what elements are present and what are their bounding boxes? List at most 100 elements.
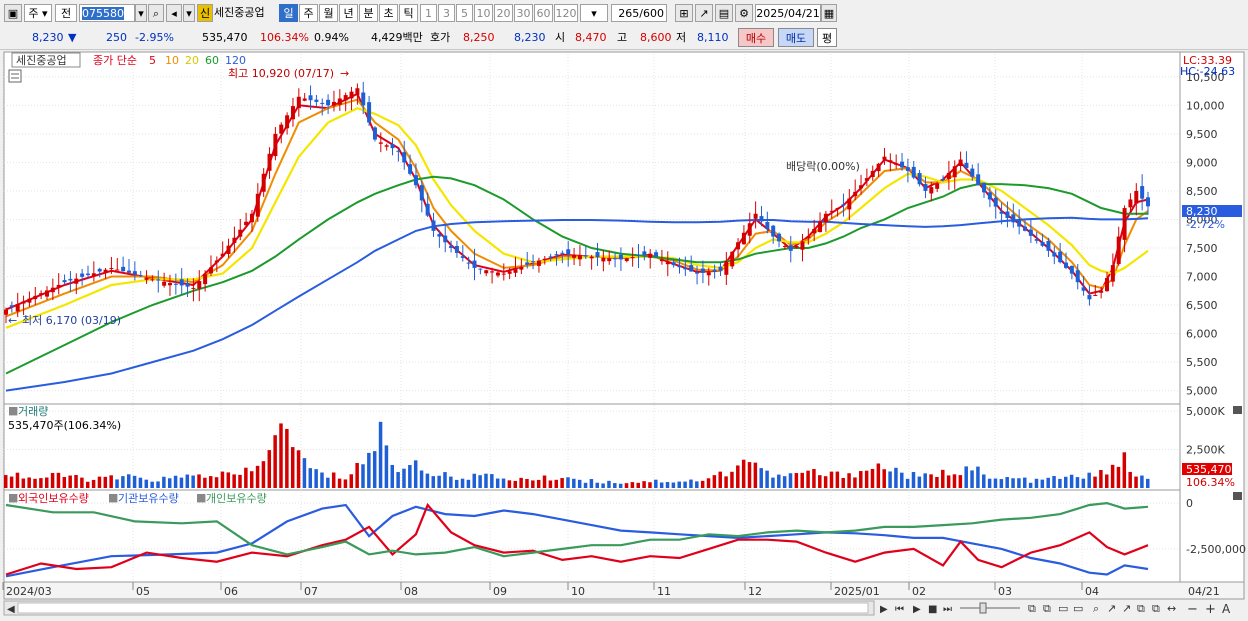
pan-icon[interactable]: ↔ [1167, 602, 1176, 615]
buy-button[interactable]: 매수 [738, 28, 774, 47]
layout-icon-2[interactable]: ⧉ [1043, 602, 1051, 615]
period-day[interactable]: 일 [279, 4, 298, 22]
volume-bar [62, 477, 67, 488]
period-minute[interactable]: 분 [359, 4, 378, 22]
candle-body [308, 95, 313, 101]
draw-icon[interactable]: ↗ [1107, 602, 1116, 615]
legend-price-label: 종가 단순 [93, 54, 137, 67]
candles [4, 81, 1150, 324]
candle-body [976, 174, 981, 186]
sell-button[interactable]: 매도 [778, 28, 814, 47]
layout-icon-1[interactable]: ⧉ [1028, 602, 1036, 615]
price-panel[interactable] [3, 51, 1181, 405]
interval-1[interactable]: 1 [420, 4, 437, 22]
volume-bar [261, 461, 266, 488]
volume-panel-close-icon[interactable] [1233, 406, 1242, 414]
volume-panel[interactable] [3, 403, 1181, 491]
interval-120[interactable]: 120 [554, 4, 578, 22]
period-month[interactable]: 월 [319, 4, 338, 22]
high-label: 고 [617, 31, 628, 44]
window-menu-icon[interactable]: ▣ [4, 4, 22, 22]
volume-ratio: 106.34% [260, 31, 309, 44]
market-select[interactable]: 주 ▾ [24, 4, 52, 22]
volume-bar [390, 464, 395, 488]
date-input[interactable]: 2025/04/21 [755, 4, 821, 22]
candle-body [870, 170, 875, 178]
stock-chart[interactable]: 10,50010,0009,5009,0008,5008,0007,5007,0… [0, 50, 1248, 621]
scroll-end-icon[interactable]: ⏭ [943, 604, 952, 615]
volume-bar [870, 468, 875, 488]
draw-icon-2[interactable]: ↗ [1122, 602, 1131, 615]
high-price: 8,600 [640, 31, 672, 44]
period-tick[interactable]: 틱 [399, 4, 418, 22]
interval-20[interactable]: 20 [494, 4, 513, 22]
tool-draw-icon[interactable]: ↗ [695, 4, 713, 22]
holdings-panel-close-icon[interactable] [1233, 492, 1242, 500]
speaker-dropdown-icon[interactable]: ▾ [183, 4, 195, 22]
volume-bar [1040, 479, 1045, 488]
candle-body [730, 251, 735, 267]
candle-body [1146, 197, 1150, 207]
zoom-out-icon[interactable]: − [1187, 602, 1198, 617]
data-table-icon[interactable] [8, 69, 22, 83]
period-year[interactable]: 년 [339, 4, 358, 22]
candle-body [952, 166, 957, 178]
board-button[interactable]: 전 [55, 4, 77, 22]
candle-body [1034, 239, 1039, 241]
play-icon[interactable]: ▶ [913, 604, 921, 615]
scroll-left-icon[interactable]: ◀ [7, 604, 15, 615]
code-dropdown-icon[interactable]: ▾ [135, 4, 147, 22]
x-tick-label: 05 [136, 585, 150, 598]
zoom-slider-handle[interactable] [979, 602, 987, 614]
volume-bar [4, 475, 8, 488]
x-axis-labels: 2024/03 05 06 07 08 09 10 11 12 2025/01 02 03 04 04/2… [2, 582, 1220, 598]
volume-bar [572, 478, 576, 488]
volume-bar [730, 471, 734, 488]
candle-body [864, 178, 869, 181]
holdings-panel[interactable] [3, 489, 1181, 583]
volume-bar [882, 469, 886, 488]
gear-icon[interactable]: ⚙ [735, 4, 753, 22]
tool-grid-icon[interactable]: ⊞ [675, 4, 693, 22]
scrollbar-thumb[interactable] [17, 602, 869, 614]
scroll-right-icon[interactable]: ▶ [880, 604, 888, 615]
volume-bar [144, 479, 149, 488]
interval-5[interactable]: 5 [456, 4, 473, 22]
layout-icon-4[interactable]: ▭ [1073, 602, 1083, 615]
period-second[interactable]: 초 [379, 4, 398, 22]
interval-3[interactable]: 3 [438, 4, 455, 22]
search-icon[interactable]: ⌕ [148, 4, 164, 22]
volume-bar [191, 475, 195, 488]
interval-30[interactable]: 30 [514, 4, 533, 22]
count-input[interactable]: 265/600 [611, 4, 667, 22]
candle-body [413, 175, 418, 186]
period-week[interactable]: 주 [299, 4, 318, 22]
zoom-in-icon[interactable]: + [1205, 602, 1216, 617]
speaker-icon[interactable]: ◂ [166, 4, 182, 22]
volume-bar [126, 474, 131, 488]
interval-60[interactable]: 60 [534, 4, 553, 22]
candle-body [800, 241, 805, 250]
volume-bar [900, 472, 904, 488]
save-icon[interactable]: ▤ [715, 4, 733, 22]
candle-body [144, 277, 149, 280]
candle-body [771, 225, 776, 237]
interval-custom-select[interactable]: ▾ [580, 4, 608, 22]
calendar-icon[interactable]: ▦ [821, 4, 837, 22]
shape-icon-2[interactable]: ⧉ [1152, 602, 1160, 615]
interval-10[interactable]: 10 [474, 4, 493, 22]
candle-body [454, 245, 459, 253]
holdings-ytick: 0 [1186, 497, 1193, 510]
eval-button[interactable]: 평 [817, 28, 837, 47]
scroll-start-icon[interactable]: ⏮ [895, 604, 904, 615]
layout-icon-3[interactable]: ▭ [1058, 602, 1068, 615]
legend-stock-box[interactable] [11, 52, 81, 68]
code-input[interactable]: 075580 [79, 4, 135, 22]
volume-bar [185, 474, 190, 488]
trade-amount: 4,429백만 [371, 31, 423, 44]
zoom-icon[interactable]: ⌕ [1093, 602, 1099, 615]
shape-icon[interactable]: ⧉ [1137, 602, 1145, 615]
stop-icon[interactable]: ■ [928, 604, 937, 615]
volume-bar [138, 477, 143, 488]
font-size-icon[interactable]: A [1222, 602, 1231, 616]
